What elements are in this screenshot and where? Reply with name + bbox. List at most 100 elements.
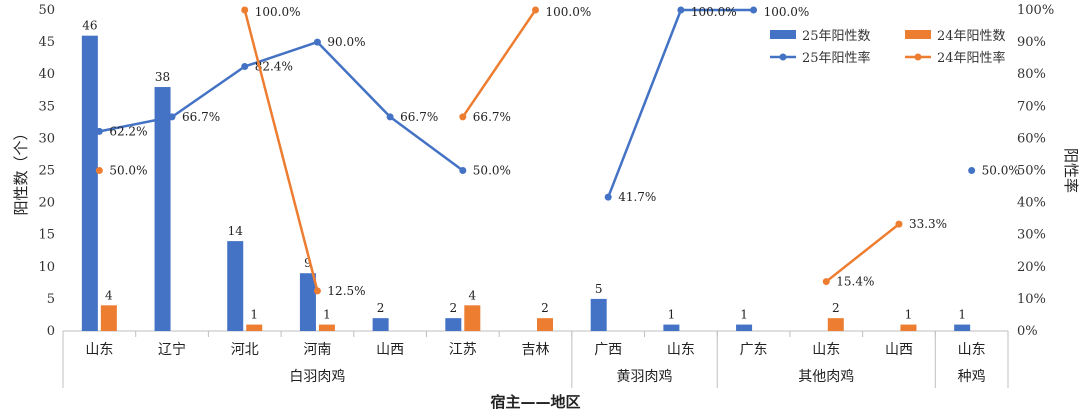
bar-data-label: 2 [449, 301, 457, 315]
x-tick-label: 河南 [303, 342, 331, 358]
bar-data-label: 4 [468, 288, 476, 302]
x-tick-label: 河北 [231, 342, 259, 358]
y2-tick-label: 0% [1017, 324, 1038, 339]
bar [227, 241, 244, 331]
bar [81, 35, 98, 332]
bar-data-label: 9 [304, 256, 312, 270]
line-data-label: 12.5% [327, 284, 365, 298]
series-line [98, 40, 465, 172]
bar-data-label: 46 [82, 19, 97, 33]
series-line [825, 222, 901, 283]
x-tick-label: 山东 [667, 342, 695, 358]
y-tick-label: 45 [38, 35, 55, 50]
bar-data-label: 1 [323, 308, 331, 322]
bar-data-label: 1 [740, 308, 748, 322]
y2-tick-label: 90% [1017, 35, 1046, 50]
line-data-label: 62.2% [109, 124, 147, 138]
bar [154, 87, 171, 331]
bar-data-label: 1 [958, 308, 966, 322]
y-tick-label: 10 [38, 260, 55, 275]
line-point [459, 113, 467, 121]
x-tick-label: 广西 [594, 342, 622, 358]
line-point [95, 167, 103, 174]
line-data-label: 50.0% [473, 164, 511, 178]
group-label: 白羽肉鸡 [289, 368, 345, 385]
bar [318, 324, 335, 331]
bar-data-label: 4 [105, 288, 113, 302]
bar-data-label: 5 [595, 282, 603, 296]
legend-marker [914, 53, 922, 61]
line-point [822, 278, 830, 286]
x-tick-label: 吉林 [522, 342, 550, 358]
line-data-label: 66.7% [400, 110, 438, 124]
legend-label: 24年阳性数 [937, 29, 1006, 44]
y2-tick-label: 10% [1017, 292, 1046, 307]
bar [900, 324, 917, 331]
line-point [532, 6, 539, 14]
bar [954, 324, 971, 331]
legend-label: 25年阳性数 [802, 29, 871, 44]
legend-label: 24年阳性率 [937, 50, 1006, 66]
y2-tick-label: 80% [1017, 67, 1046, 82]
bar [537, 318, 553, 331]
group-label: 山东 [958, 342, 986, 358]
y2-tick-label: 40% [1017, 196, 1046, 211]
bar-data-label: 14 [228, 224, 244, 238]
line-point [241, 6, 249, 14]
y2-tick-label: 50% [1017, 164, 1046, 179]
y2-tick-label: 30% [1017, 228, 1046, 243]
x-tick-label: 山东 [812, 342, 840, 358]
bar-data-label: 1 [250, 308, 258, 322]
y-tick-label: 40 [38, 67, 55, 82]
line-data-label: 100.0% [691, 5, 737, 19]
bar-data-label: 1 [905, 308, 913, 322]
legend-label: 25年阳性率 [802, 50, 871, 66]
line-data-label: 100.0% [546, 5, 592, 19]
y-axis-title: 阳性数（个） [12, 125, 30, 215]
bar [445, 318, 462, 331]
y-tick-label: 50 [38, 3, 55, 18]
line-data-label: 82.4% [255, 59, 293, 73]
y2-tick-label: 100% [1017, 3, 1054, 18]
bar [663, 324, 680, 331]
x-axis-title: 宿主——地区 [490, 393, 580, 411]
bar [372, 318, 389, 331]
line-point [95, 127, 103, 135]
line-point [241, 62, 249, 70]
y-tick-label: 5 [47, 292, 55, 307]
line-data-label: 66.7% [473, 110, 511, 124]
line-data-label: 90.0% [327, 35, 365, 49]
y2-tick-label: 20% [1017, 260, 1046, 275]
y2-axis-title: 阳性率 [1062, 148, 1080, 193]
line-point [895, 220, 903, 228]
series-line [243, 8, 319, 293]
bar [246, 324, 263, 331]
series-line [606, 8, 755, 199]
x-tick-label: 山西 [376, 342, 404, 358]
bar-data-label: 2 [541, 301, 549, 315]
x-tick-label: 山东 [85, 342, 113, 358]
group-label: 黄羽肉鸡 [617, 368, 673, 385]
line-point [750, 6, 758, 14]
bar [299, 273, 316, 331]
group-label: 其他肉鸡 [798, 368, 854, 385]
y-tick-label: 25 [38, 164, 55, 179]
y-tick-label: 20 [38, 196, 55, 211]
y-tick-label: 30 [38, 131, 55, 146]
y-tick-label: 0 [47, 324, 55, 339]
bar [827, 318, 844, 331]
line-point [459, 167, 467, 174]
line-point [968, 167, 976, 174]
legend-swatch [905, 30, 931, 39]
line-point [168, 113, 176, 121]
line-data-label: 50.0% [982, 164, 1020, 178]
line-point [313, 38, 321, 46]
line-data-label: 100.0% [255, 5, 301, 19]
y2-tick-label: 60% [1017, 131, 1046, 146]
line-data-label: 41.7% [618, 190, 656, 204]
bar [100, 305, 117, 331]
line-point [677, 6, 685, 14]
legend-swatch [770, 30, 796, 39]
bar-data-label: 2 [832, 301, 840, 315]
